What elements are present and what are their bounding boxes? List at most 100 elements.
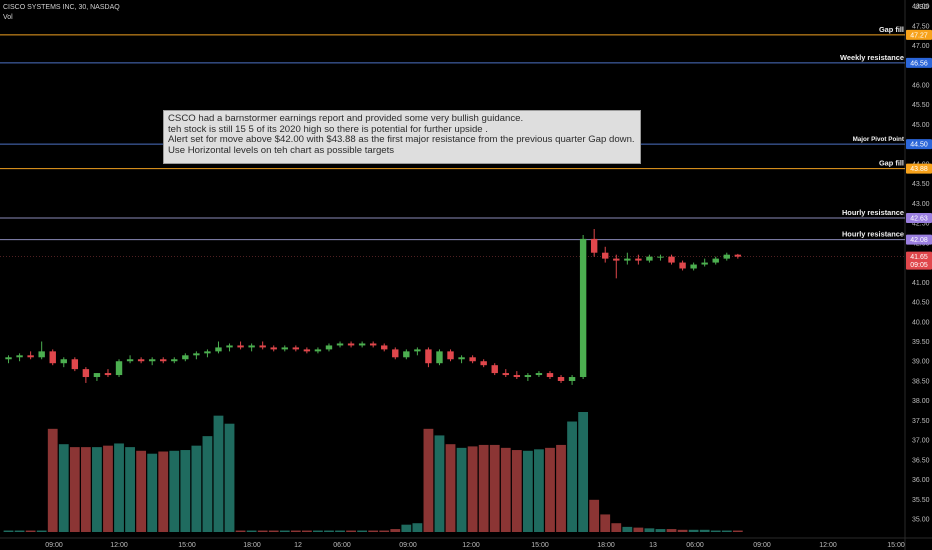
level-label: Major Pivot Point: [853, 136, 905, 143]
y-tick-label: 42.50: [912, 221, 930, 228]
candle-body: [115, 361, 123, 376]
volume-bar: [611, 523, 622, 532]
volume-bar: [534, 449, 544, 532]
y-tick-label: 39.00: [912, 359, 930, 366]
candle-body: [148, 359, 156, 362]
x-tick-label: 06:00: [686, 542, 704, 549]
candle-body: [226, 345, 233, 348]
volume-bar: [633, 527, 644, 532]
level-label: Hourly resistance: [842, 208, 904, 217]
x-tick-label: 09:00: [399, 542, 417, 549]
y-tick-label: 41.00: [912, 280, 930, 287]
candle-body: [182, 355, 189, 360]
volume-bar: [379, 530, 390, 532]
candle-body: [82, 369, 90, 378]
candle-body: [215, 347, 222, 352]
x-tick-label: 18:00: [243, 542, 261, 549]
volume-bar: [47, 428, 58, 532]
candle-body: [204, 351, 211, 354]
candle-body: [38, 351, 45, 358]
price-tag: [906, 234, 932, 245]
volume-bar: [401, 524, 412, 532]
volume-bar: [412, 523, 423, 532]
analysis-note[interactable]: CSCO had a barnstormer earnings report a…: [163, 110, 641, 164]
candle-body: [635, 258, 642, 261]
x-tick-label: 12:00: [110, 542, 128, 549]
candle-body: [259, 345, 266, 348]
candle-body: [314, 349, 322, 352]
candle-body: [237, 345, 244, 348]
candle-body: [480, 361, 487, 366]
y-tick-label: 39.50: [912, 339, 930, 346]
y-tick-label: 35.50: [912, 497, 930, 504]
candle-body: [425, 349, 432, 364]
y-tick-label: 43.00: [912, 201, 930, 208]
candle-body: [336, 343, 344, 346]
volume-bars: [3, 412, 743, 532]
candle-body: [381, 345, 388, 350]
volume-bar: [445, 444, 456, 532]
volume-bar: [732, 530, 743, 532]
y-tick-label: 47.50: [912, 23, 930, 30]
y-tick-label: 36.00: [912, 477, 930, 484]
candle-body: [579, 238, 587, 378]
volume-bar: [301, 530, 312, 532]
candle-body: [369, 343, 377, 346]
candle-body: [657, 256, 664, 258]
volume-bar: [346, 530, 356, 532]
volume-bar: [14, 530, 25, 532]
price-tag: [906, 57, 932, 68]
level-label: Hourly resistance: [842, 230, 904, 239]
x-tick-label: 18:00: [597, 542, 615, 549]
candle-body: [557, 377, 565, 381]
last-price-label: 41.65: [910, 254, 928, 261]
volume-bar: [589, 499, 600, 532]
y-tick-label: 47.00: [912, 43, 930, 50]
volume-bar: [522, 450, 533, 532]
volume-bar: [103, 445, 113, 532]
volume-bar: [279, 530, 290, 532]
note-line: CSCO had a barnstormer earnings report a…: [168, 113, 524, 124]
candle-body: [458, 357, 465, 360]
candle-body: [137, 359, 145, 362]
price-tag: [906, 29, 932, 40]
volume-bar: [114, 443, 124, 532]
currency-label: USD: [914, 4, 929, 11]
candle-body: [469, 357, 476, 362]
candle-body: [171, 359, 178, 362]
candle-body: [568, 377, 576, 381]
candle-body: [414, 349, 421, 352]
candle-body: [392, 349, 399, 358]
y-tick-label: 45.00: [912, 122, 930, 129]
note-line: teh stock is still 15 5 of its 2020 high…: [168, 123, 488, 135]
level-label: Weekly resistance: [840, 53, 904, 62]
volume-bar: [3, 530, 14, 532]
volume-bar: [567, 421, 577, 532]
volume-bar: [545, 447, 555, 532]
volume-bar: [191, 445, 202, 532]
candle-body: [49, 351, 56, 364]
x-tick-label: 12: [294, 542, 302, 549]
y-tick-label: 38.00: [912, 398, 930, 405]
candle-body: [160, 359, 167, 362]
volume-bar: [58, 444, 69, 532]
candle-body: [16, 355, 23, 358]
price-tag: [906, 212, 932, 223]
candle-body: [679, 262, 686, 269]
x-tick-label: 15:00: [178, 542, 196, 549]
price-tag-label: 42.63: [910, 215, 928, 222]
volume-bar: [478, 444, 489, 532]
volume-bar: [290, 530, 301, 532]
time-axis[interactable]: 09:00 12:00 15:00 18:00 12 06:00 09:00 12:00 15:…: [45, 542, 905, 549]
candle-body: [248, 345, 255, 348]
volume-bar: [600, 514, 611, 532]
candle-body: [93, 373, 101, 378]
volume-bar: [246, 530, 257, 532]
volume-bar: [335, 530, 345, 532]
x-tick-label: 15:00: [531, 542, 549, 549]
volume-bar: [180, 450, 191, 532]
candle-body: [403, 351, 410, 358]
